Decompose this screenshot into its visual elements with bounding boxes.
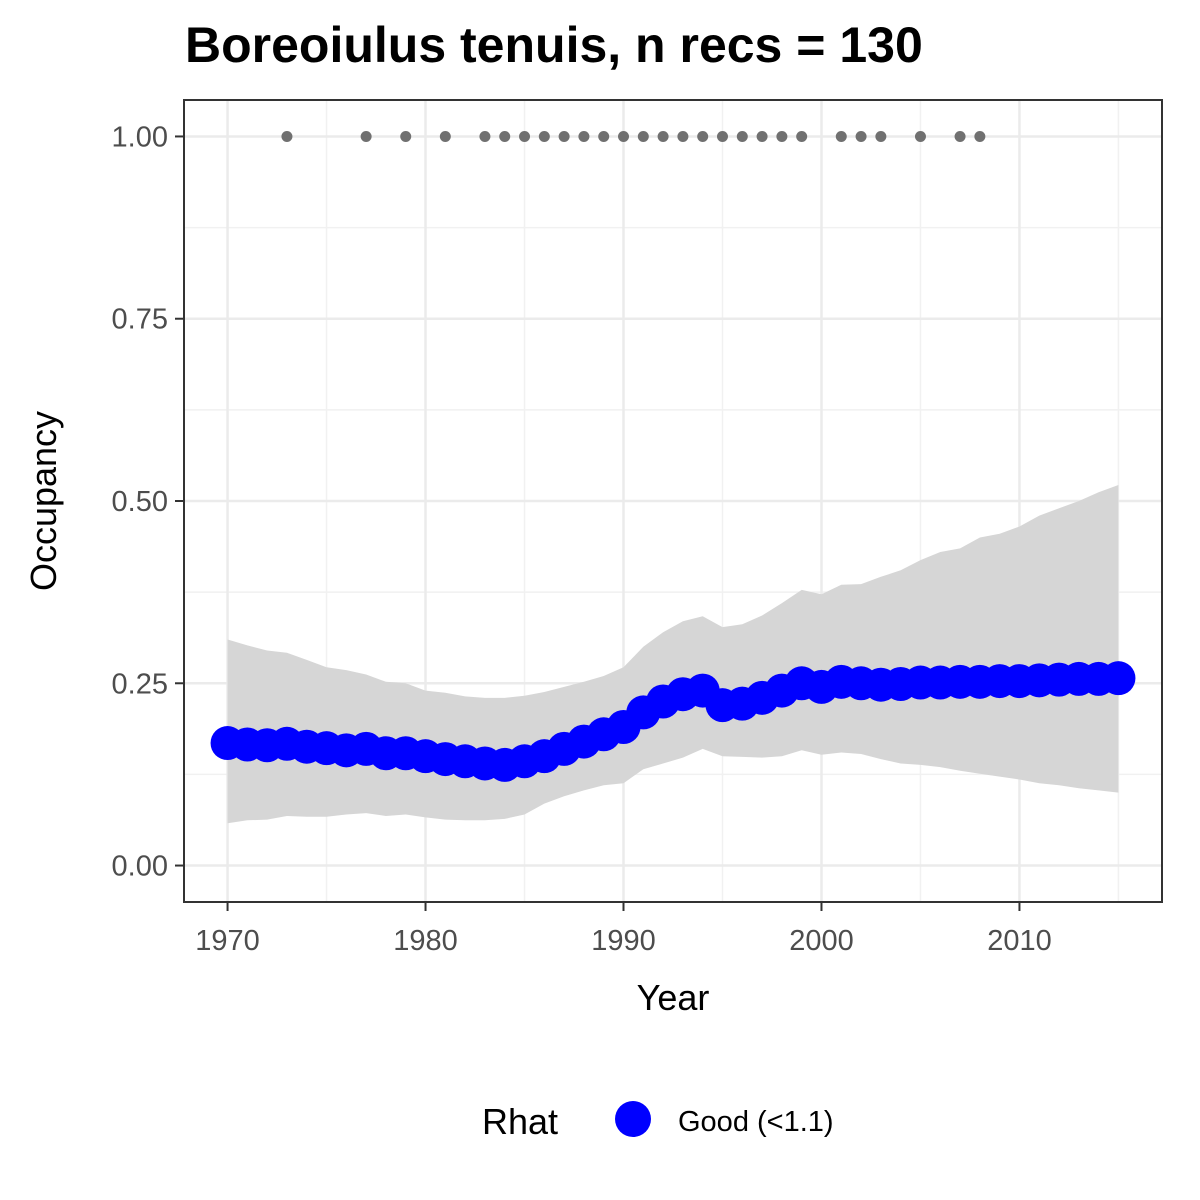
y-axis: 0.00 0.25 0.50 0.75 1.00 (112, 121, 184, 883)
record-point (519, 130, 531, 142)
record-point (598, 130, 610, 142)
record-point (538, 130, 550, 142)
y-tick-label: 0.00 (112, 851, 168, 883)
x-tick-label: 1970 (195, 925, 260, 957)
record-point (657, 130, 669, 142)
x-tick-label: 1990 (591, 925, 656, 957)
record-point (875, 130, 887, 142)
occupancy-points-layer (210, 661, 1136, 782)
record-point (855, 130, 867, 142)
record-point (716, 130, 728, 142)
x-tick-label: 2000 (789, 925, 854, 957)
confidence-ribbon (227, 485, 1119, 824)
legend-title: Rhat (482, 1101, 558, 1142)
x-tick-label: 1980 (393, 925, 458, 957)
record-point (796, 130, 808, 142)
y-tick-label: 0.50 (112, 486, 168, 518)
record-point (835, 130, 847, 142)
confidence-ribbon-layer (227, 485, 1119, 824)
x-axis-title: Year (637, 977, 710, 1018)
record-point (637, 130, 649, 142)
y-tick-label: 1.00 (112, 121, 168, 153)
record-point (578, 130, 590, 142)
record-point (400, 130, 412, 142)
record-point (439, 130, 451, 142)
x-axis: 1970 1980 1990 2000 2010 (195, 902, 1052, 957)
y-tick-label: 0.75 (112, 304, 168, 336)
legend-key-good (615, 1101, 651, 1137)
record-point (479, 130, 491, 142)
record-point (776, 130, 788, 142)
record-point (558, 130, 570, 142)
record-point (499, 130, 511, 142)
record-point (697, 130, 709, 142)
record-point (756, 130, 768, 142)
record-point (618, 130, 630, 142)
record-point (281, 130, 293, 142)
legend: Rhat Good (<1.1) (482, 1101, 834, 1142)
record-point (736, 130, 748, 142)
chart-title: Boreoiulus tenuis, n recs = 130 (185, 17, 923, 73)
x-tick-label: 2010 (987, 925, 1052, 957)
record-point (954, 130, 966, 142)
record-point (677, 130, 689, 142)
record-point (974, 130, 986, 142)
occupancy-point (1101, 661, 1136, 696)
record-point (914, 130, 926, 142)
y-tick-label: 0.25 (112, 668, 168, 700)
record-points-layer (281, 130, 986, 142)
y-axis-title: Occupancy (23, 411, 64, 591)
legend-label-good: Good (<1.1) (678, 1106, 834, 1138)
record-point (360, 130, 372, 142)
